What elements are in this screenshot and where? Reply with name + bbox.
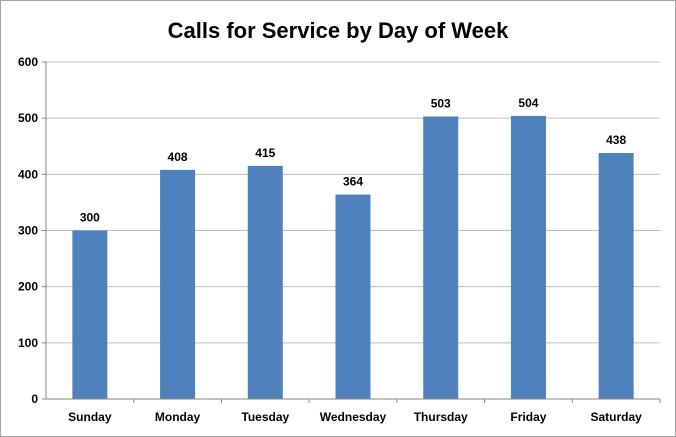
data-label: 503 bbox=[431, 96, 451, 110]
bar-thursday bbox=[423, 116, 459, 400]
y-tick-label: 200 bbox=[18, 280, 38, 294]
y-tick-label: 400 bbox=[18, 167, 38, 181]
y-tick-label: 100 bbox=[18, 336, 38, 350]
data-label: 415 bbox=[255, 146, 275, 160]
x-category-label: Wednesday bbox=[320, 410, 387, 424]
bar-monday bbox=[160, 169, 196, 399]
bar-tuesday bbox=[247, 165, 283, 399]
x-category-label: Saturday bbox=[590, 410, 642, 424]
bar-sunday bbox=[72, 230, 108, 399]
data-label: 438 bbox=[606, 133, 626, 147]
x-category-label: Thursday bbox=[414, 410, 468, 424]
y-tick-label: 0 bbox=[31, 392, 38, 406]
chart-title: Calls for Service by Day of Week bbox=[167, 18, 509, 43]
bar-friday bbox=[510, 115, 546, 400]
y-tick-label: 600 bbox=[18, 55, 38, 69]
x-category-label: Monday bbox=[155, 410, 201, 424]
axes bbox=[42, 61, 661, 403]
y-tick-label: 500 bbox=[18, 111, 38, 125]
data-label: 408 bbox=[168, 150, 188, 164]
bar-wednesday bbox=[335, 194, 371, 399]
x-category-label: Tuesday bbox=[241, 410, 289, 424]
bar-saturday bbox=[598, 152, 634, 399]
labels: 0 100 200 300 400 500 600 300 Sunday 408 Monday 415… bbox=[18, 55, 642, 424]
data-label: 504 bbox=[518, 96, 538, 110]
data-label: 300 bbox=[80, 211, 100, 225]
x-category-label: Friday bbox=[510, 410, 546, 424]
x-category-label: Sunday bbox=[68, 410, 112, 424]
y-tick-label: 300 bbox=[18, 224, 38, 238]
bars bbox=[72, 115, 634, 400]
data-label: 364 bbox=[343, 175, 363, 189]
